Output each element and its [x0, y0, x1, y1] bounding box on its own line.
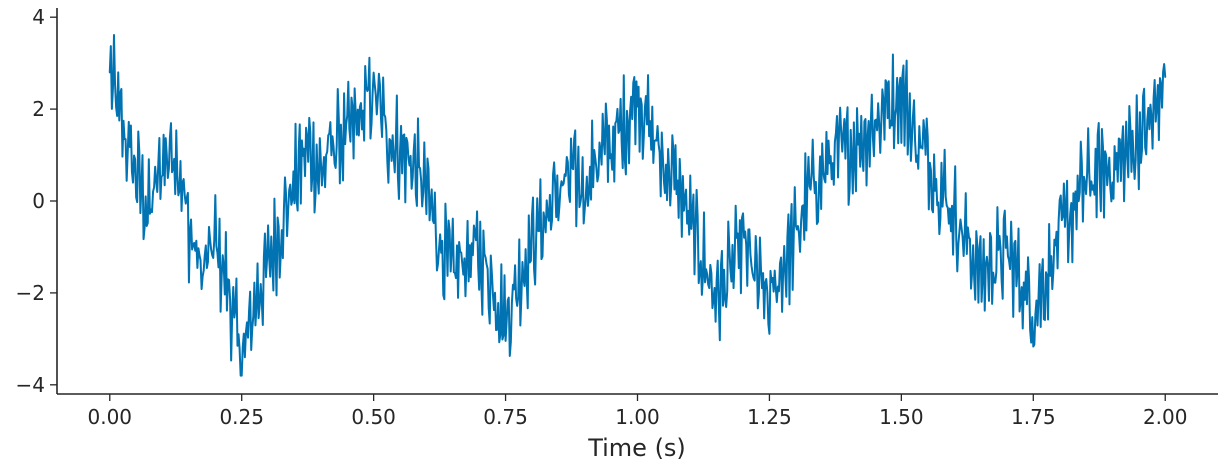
y-tick-label: 2 — [32, 97, 45, 121]
x-tick-label: 0.25 — [219, 405, 264, 429]
plot-area — [108, 33, 1167, 377]
x-tick-label: 1.25 — [747, 405, 792, 429]
y-tick-label: 0 — [32, 189, 45, 213]
y-tick-label: −4 — [16, 373, 45, 397]
x-tick-label: 0.75 — [483, 405, 528, 429]
x-tick-label: 1.50 — [879, 405, 924, 429]
y-tick-label: −2 — [16, 281, 45, 305]
signal-series-line — [108, 33, 1167, 377]
x-tick-label: 1.00 — [615, 405, 660, 429]
x-tick-label: 2.00 — [1143, 405, 1188, 429]
x-tick-label: 1.75 — [1011, 405, 1056, 429]
axes: 0.00 0.25 0.50 0.75 1.00 1.25 1.50 1.75 2.00 −4 −2… — [16, 5, 1218, 429]
x-tick-label: 0.50 — [351, 405, 396, 429]
y-tick-label: 4 — [32, 5, 45, 29]
x-axis-title: Time (s) — [587, 434, 686, 462]
x-tick-label: 0.00 — [88, 405, 133, 429]
